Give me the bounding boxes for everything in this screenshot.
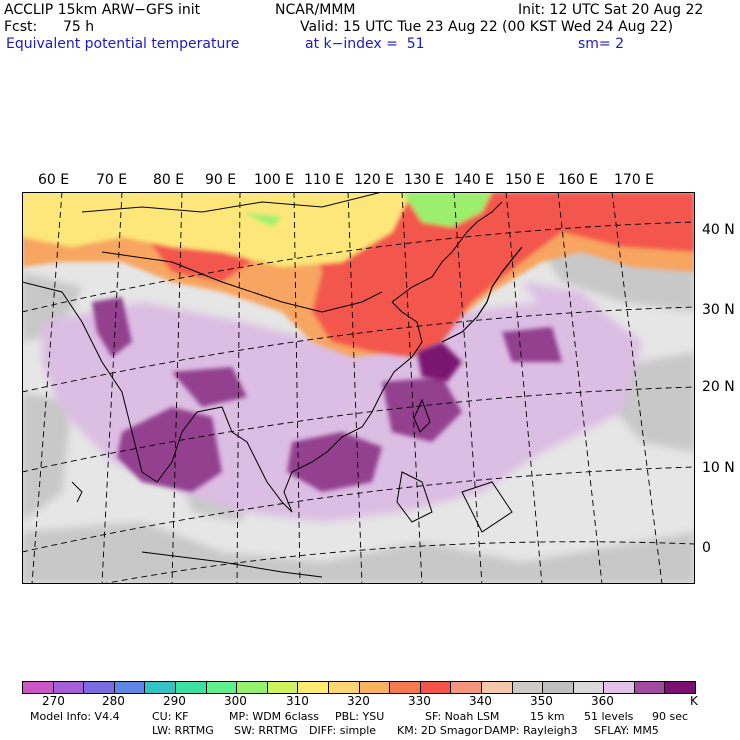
footer-cu: CU: KF — [152, 710, 189, 723]
colorbar-swatch — [512, 682, 544, 693]
colorbar-swatch — [451, 682, 482, 693]
colorbar-tick-label: 360 — [591, 694, 614, 708]
lon-label: 100 E — [254, 172, 295, 188]
lat-label: 30 N — [702, 302, 735, 318]
colorbar-swatch — [328, 682, 360, 693]
lat-label: 0 — [702, 540, 711, 556]
footer-model-info: Model Info: V4.4 — [30, 710, 120, 723]
colorbar-tick-label: 340 — [469, 694, 492, 708]
colorbar-swatch — [543, 682, 574, 693]
model-title: ACCLIP 15km ARW−GFS init — [4, 2, 201, 18]
lon-label: 170 E — [614, 172, 655, 188]
footer-lw: LW: RRTMG — [152, 724, 214, 737]
colorbar-tick-label: 310 — [286, 694, 309, 708]
colorbar-tick-label: 330 — [408, 694, 431, 708]
colorbar-swatch — [665, 682, 696, 693]
lon-label: 150 E — [505, 172, 546, 188]
lon-label: 80 E — [153, 172, 185, 188]
org-label: NCAR/MMM — [275, 2, 356, 18]
footer-diff: DIFF: simple — [309, 724, 377, 737]
footer-damp: DAMP: Rayleigh3 — [484, 724, 578, 737]
valid-time: Valid: 15 UTC Tue 23 Aug 22 (00 KST Wed … — [300, 19, 674, 35]
colorbar — [22, 681, 696, 694]
colorbar-swatch — [359, 682, 391, 693]
lon-label: 140 E — [454, 172, 495, 188]
colorbar-tick-label: 280 — [102, 694, 125, 708]
colorbar-swatch — [481, 682, 513, 693]
lon-label: 120 E — [354, 172, 395, 188]
colorbar-swatch — [573, 682, 605, 693]
footer-mp: MP: WDM 6class — [229, 710, 319, 723]
level-label: at k−index = 51 — [305, 36, 425, 52]
footer-sflay: SFLAY: MM5 — [594, 724, 659, 737]
lon-label: 60 E — [38, 172, 70, 188]
footer-sf: SF: Noah LSM — [425, 710, 500, 723]
colorbar-swatch — [604, 682, 635, 693]
forecast-hour: 75 h — [63, 19, 95, 35]
map-canvas — [22, 192, 695, 584]
colorbar-swatch — [53, 682, 85, 693]
theta-e-map — [22, 192, 695, 584]
colorbar-swatch — [84, 682, 115, 693]
colorbar-tick-label: 300 — [224, 694, 247, 708]
colorbar-swatch — [390, 682, 421, 693]
lon-label: 70 E — [96, 172, 128, 188]
colorbar-swatch — [145, 682, 176, 693]
colorbar-swatch — [420, 682, 452, 693]
coastlines — [22, 192, 523, 578]
forecast-label: Fcst: — [4, 19, 38, 35]
footer-levels: 51 levels — [584, 710, 634, 723]
graticule — [22, 192, 695, 584]
colorbar-tick-label: 320 — [347, 694, 370, 708]
colorbar-tick-label: 350 — [530, 694, 553, 708]
colorbar-swatch — [237, 682, 268, 693]
footer-sw: SW: RRTMG — [234, 724, 298, 737]
lat-label: 20 N — [702, 379, 735, 395]
colorbar-swatch — [206, 682, 238, 693]
footer-pbl: PBL: YSU — [335, 710, 385, 723]
footer-km: KM: 2D Smagor — [397, 724, 483, 737]
field-name: Equivalent potential temperature — [6, 36, 240, 52]
footer-resolution: 15 km — [530, 710, 565, 723]
colorbar-tick-label: 290 — [163, 694, 186, 708]
very-high-theta-e — [417, 342, 462, 382]
lon-label: 90 E — [205, 172, 237, 188]
colorbar-swatch — [634, 682, 666, 693]
colorbar-swatch — [298, 682, 329, 693]
colorbar-unit: K — [690, 694, 698, 708]
init-time: Init: 12 UTC Sat 20 Aug 22 — [518, 2, 704, 18]
colorbar-swatch — [114, 682, 146, 693]
warm-band — [22, 192, 695, 357]
lon-label: 160 E — [558, 172, 599, 188]
footer-timestep: 90 sec — [652, 710, 689, 723]
colorbar-swatch — [267, 682, 299, 693]
lat-label: 10 N — [702, 460, 735, 476]
lon-label: 110 E — [304, 172, 345, 188]
lat-label: 40 N — [702, 222, 735, 238]
colorbar-swatch — [23, 682, 54, 693]
smoothing-label: sm= 2 — [578, 36, 625, 52]
colorbar-tick-label: 270 — [42, 694, 65, 708]
colorbar-swatch — [175, 682, 207, 693]
lon-label: 130 E — [404, 172, 445, 188]
